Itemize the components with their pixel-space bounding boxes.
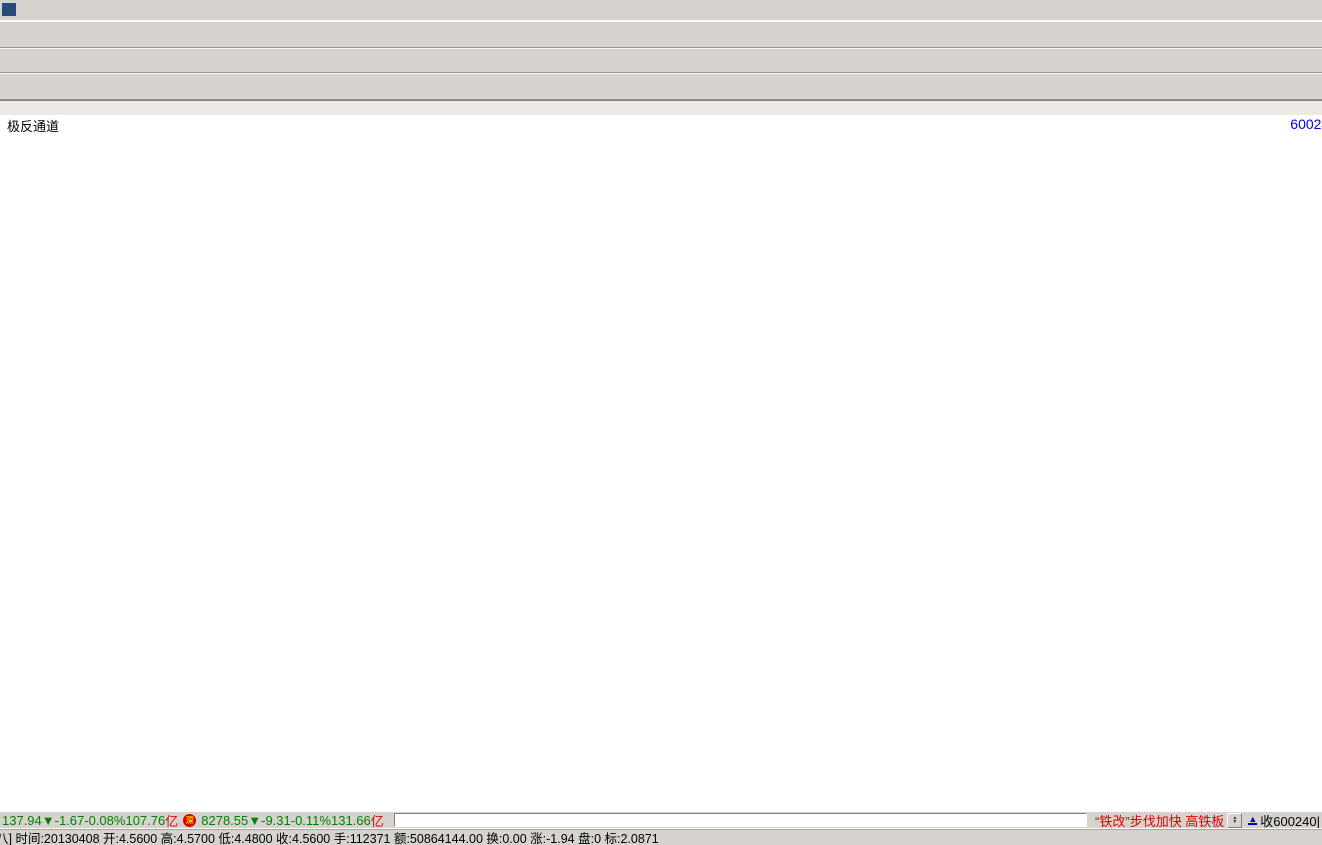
index2-percent: -0.11% [290,812,331,828]
date-axis[interactable] [0,100,1322,115]
drawing-toolbar [0,48,1322,73]
status-bar: 137.94 ▼-1.67 -0.08% 107.76 亿 深 8278.55 … [0,811,1322,828]
index1-value: 137.94 [2,812,42,828]
spin-down-icon[interactable]: ▼ [1232,819,1238,825]
spin-up-icon[interactable]: ▲ [1232,815,1238,821]
symbol-code: 600240 [1290,116,1322,132]
app-icon [2,3,16,16]
news-ticker: “铁改”步伐加快 高铁板 [1095,813,1225,829]
index1-unit: 亿 [165,813,179,829]
index2-change: ▼-9.31 [248,812,291,828]
indicator-title: 极反通道 [7,119,60,134]
chart-area: 极反通道 600240 [0,115,1322,811]
menu-bar [0,0,1322,21]
feature-toolbar [0,21,1322,48]
shenzhen-exchange-icon: 深 [183,813,197,827]
close-symbol-label: 收600240| [1260,813,1320,829]
index1-percent: -0.08% [84,812,126,828]
antenna-icon: ▲ [1248,814,1258,825]
indicator-values: 极反通道 [7,116,86,135]
gann-tools-toolbar [0,73,1322,100]
stock-search-input[interactable] [393,813,1088,827]
quote-info-text: 八] 时间:20130408 开:4.5600 高:4.5700 低:4.480… [0,831,659,845]
index2-amount: 131.66 [330,812,371,828]
ticker-scroll-spinner[interactable]: ▲ ▼ [1227,812,1243,828]
quote-info-bar: 八] 时间:20130408 开:4.5600 高:4.5700 低:4.480… [0,828,1322,845]
index2-value: 8278.55 [201,812,249,828]
index1-amount: 107.76 [125,812,166,828]
index1-change: ▼-1.67 [41,812,85,828]
candlestick-chart[interactable] [0,115,1322,811]
index2-unit: 亿 [370,813,384,829]
